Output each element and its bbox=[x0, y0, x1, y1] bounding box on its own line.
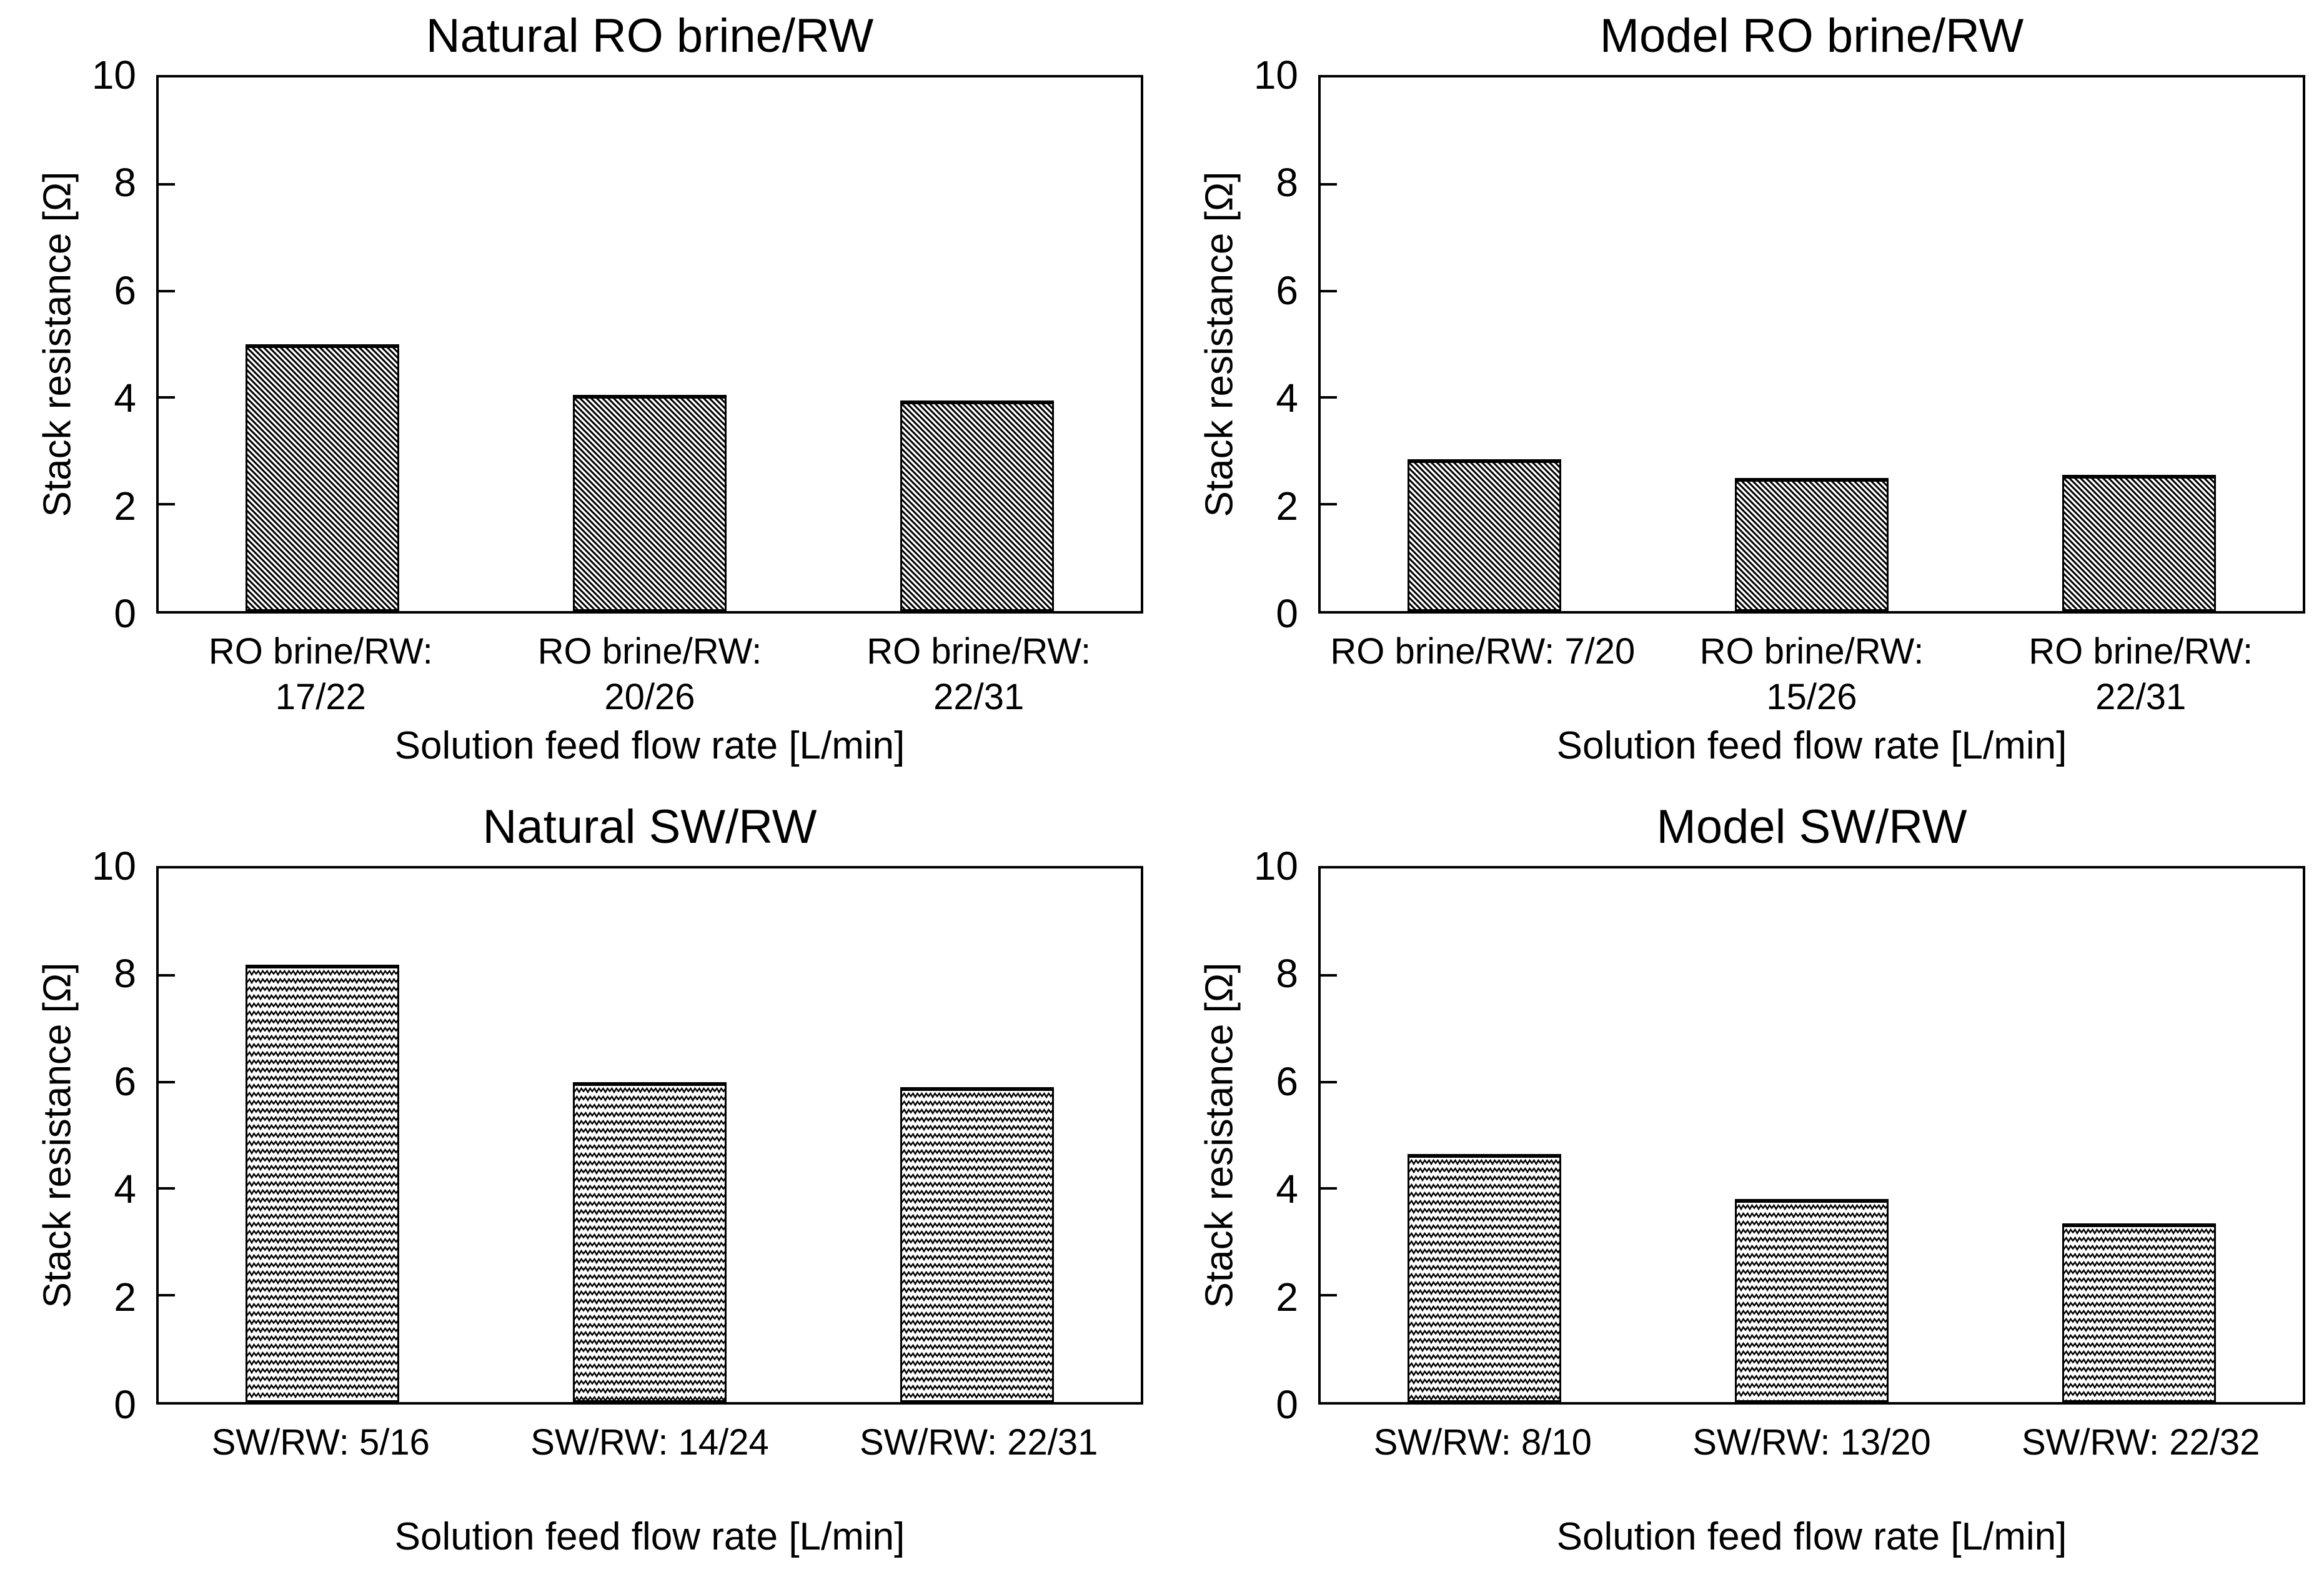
y-tick-mark bbox=[1321, 1294, 1337, 1297]
y-tick-label: 8 bbox=[114, 951, 136, 997]
y-tick-label: 4 bbox=[1276, 1167, 1298, 1212]
x-axis-label: Solution feed flow rate [L/min] bbox=[394, 1515, 905, 1558]
y-tick-mark bbox=[159, 1080, 175, 1083]
bar bbox=[1407, 459, 1562, 611]
y-tick-mark bbox=[159, 503, 175, 506]
x-category-label: RO brine/RW: 7/20 bbox=[1330, 631, 1636, 672]
y-tick-label: 4 bbox=[114, 1167, 136, 1212]
x-axis-label: Solution feed flow rate [L/min] bbox=[1556, 1515, 2067, 1558]
plot-area bbox=[1318, 866, 2305, 1405]
bar bbox=[1734, 477, 1889, 611]
y-tick-label: 2 bbox=[1276, 1274, 1298, 1320]
y-tick-label: 0 bbox=[114, 591, 136, 636]
y-tick-label: 8 bbox=[1276, 951, 1298, 997]
bar bbox=[1407, 1153, 1562, 1402]
y-tick-label: 2 bbox=[114, 1274, 136, 1320]
y-tick-label: 8 bbox=[1276, 160, 1298, 206]
bars bbox=[159, 868, 1141, 1402]
y-tick-mark bbox=[1321, 1187, 1337, 1190]
bar bbox=[2062, 1223, 2217, 1402]
y-tick-label: 6 bbox=[114, 1058, 136, 1104]
plot-area bbox=[156, 75, 1143, 614]
y-tick-mark bbox=[1321, 503, 1337, 506]
y-tick-label: 10 bbox=[1253, 52, 1298, 97]
x-axis-label: Solution feed flow rate [L/min] bbox=[394, 724, 905, 767]
x-category-labels: SW/RW: 5/16 SW/RW: 14/24 SW/RW: 22/31 bbox=[156, 1420, 1143, 1465]
x-category-label: RO brine/RW: 17/22 bbox=[208, 631, 433, 718]
y-tick-labels: 10 8 6 4 2 0 bbox=[1162, 55, 1298, 634]
bars bbox=[1321, 77, 2303, 611]
y-tick-mark bbox=[159, 182, 175, 186]
chart-panel-natural-sw: Natural SW/RW Stack resistance [Ω] 10 8 … bbox=[0, 791, 1162, 1582]
y-tick-label: 10 bbox=[91, 52, 136, 97]
y-tick-labels: 10 8 6 4 2 0 bbox=[0, 846, 136, 1425]
x-category-labels: SW/RW: 8/10 SW/RW: 13/20 SW/RW: 22/32 bbox=[1318, 1420, 2305, 1465]
bar bbox=[900, 1087, 1055, 1402]
y-tick-mark bbox=[159, 1294, 175, 1297]
x-category-label: RO brine/RW: 22/31 bbox=[2029, 631, 2253, 718]
chart-panel-model-sw: Model SW/RW Stack resistance [Ω] 10 8 6 … bbox=[1162, 791, 2324, 1582]
plot-area bbox=[156, 866, 1143, 1405]
chart-title: Natural RO brine/RW bbox=[425, 9, 874, 62]
y-tick-label: 4 bbox=[1276, 376, 1298, 421]
chart-title: Model SW/RW bbox=[1656, 800, 1967, 853]
chart-title: Natural SW/RW bbox=[482, 800, 817, 853]
y-tick-mark bbox=[159, 289, 175, 292]
bar bbox=[1734, 1199, 1889, 1402]
y-tick-label: 0 bbox=[1276, 591, 1298, 636]
bar bbox=[572, 395, 727, 611]
y-tick-label: 6 bbox=[114, 267, 136, 313]
x-category-label: SW/RW: 5/16 bbox=[211, 1422, 430, 1463]
x-category-label: SW/RW: 8/10 bbox=[1373, 1422, 1592, 1463]
plot-area bbox=[1318, 75, 2305, 614]
y-tick-mark bbox=[159, 1187, 175, 1190]
y-tick-label: 0 bbox=[114, 1382, 136, 1427]
y-tick-mark bbox=[159, 396, 175, 399]
bar bbox=[245, 964, 400, 1402]
bars bbox=[1321, 868, 2303, 1402]
y-tick-labels: 10 8 6 4 2 0 bbox=[1162, 846, 1298, 1425]
y-tick-label: 4 bbox=[114, 376, 136, 421]
y-tick-label: 2 bbox=[114, 483, 136, 529]
y-tick-mark bbox=[1321, 289, 1337, 292]
y-tick-mark bbox=[1321, 973, 1337, 977]
x-category-label: RO brine/RW: 22/31 bbox=[867, 631, 1091, 718]
x-category-labels: RO brine/RW: 7/20 RO brine/RW: 15/26 RO … bbox=[1318, 629, 2305, 720]
y-tick-mark bbox=[159, 973, 175, 977]
y-tick-label: 2 bbox=[1276, 483, 1298, 529]
y-tick-labels: 10 8 6 4 2 0 bbox=[0, 55, 136, 634]
x-category-label: RO brine/RW: 20/26 bbox=[537, 631, 762, 718]
x-category-label: SW/RW: 22/32 bbox=[2021, 1422, 2260, 1463]
y-tick-label: 6 bbox=[1276, 1058, 1298, 1104]
x-axis-label: Solution feed flow rate [L/min] bbox=[1556, 724, 2067, 767]
y-tick-label: 10 bbox=[1253, 843, 1298, 888]
y-tick-label: 0 bbox=[1276, 1382, 1298, 1427]
y-tick-label: 8 bbox=[114, 160, 136, 206]
y-tick-mark bbox=[1321, 1080, 1337, 1083]
x-category-label: SW/RW: 13/20 bbox=[1692, 1422, 1931, 1463]
chart-panel-natural-ro-brine: Natural RO brine/RW Stack resistance [Ω]… bbox=[0, 0, 1162, 791]
x-category-label: RO brine/RW: 15/26 bbox=[1699, 631, 1924, 718]
y-tick-label: 10 bbox=[91, 843, 136, 888]
chart-panel-model-ro-brine: Model RO brine/RW Stack resistance [Ω] 1… bbox=[1162, 0, 2324, 791]
y-tick-mark bbox=[1321, 182, 1337, 186]
bar bbox=[245, 344, 400, 611]
x-category-label: SW/RW: 14/24 bbox=[530, 1422, 769, 1463]
chart-title: Model RO brine/RW bbox=[1599, 9, 2024, 62]
bars bbox=[159, 77, 1141, 611]
y-tick-mark bbox=[1321, 396, 1337, 399]
x-category-labels: RO brine/RW: 17/22 RO brine/RW: 20/26 RO… bbox=[156, 629, 1143, 720]
y-tick-label: 6 bbox=[1276, 267, 1298, 313]
bar bbox=[900, 400, 1055, 611]
x-category-label: SW/RW: 22/31 bbox=[859, 1422, 1098, 1463]
bar bbox=[572, 1082, 727, 1402]
bar bbox=[2062, 475, 2217, 611]
